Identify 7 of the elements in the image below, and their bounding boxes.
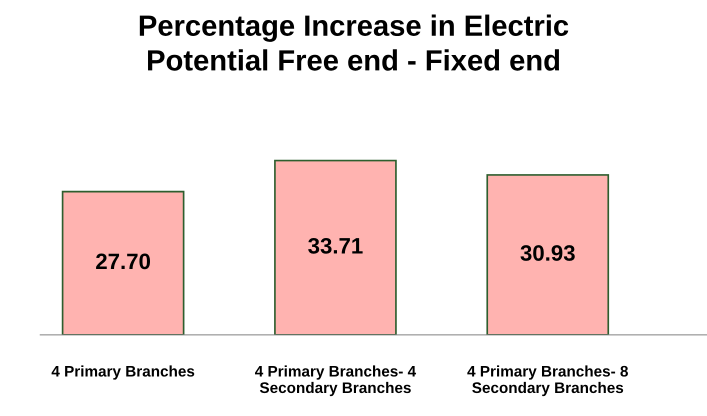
data-label: 27.70 xyxy=(96,253,150,270)
x-tick-label: 4 Primary Branches- 4 Secondary Branches xyxy=(254,365,416,396)
x-tick-label: 4 Primary Branches xyxy=(52,365,194,380)
data-label: 30.93 xyxy=(520,245,575,261)
data-label: 33.71 xyxy=(308,238,363,254)
x-tick-label: 4 Primary Branches- 8 Secondary Branches xyxy=(467,365,628,396)
chart-title: Percentage Increase in Electric Potential Free end - Fixed end xyxy=(140,14,568,71)
